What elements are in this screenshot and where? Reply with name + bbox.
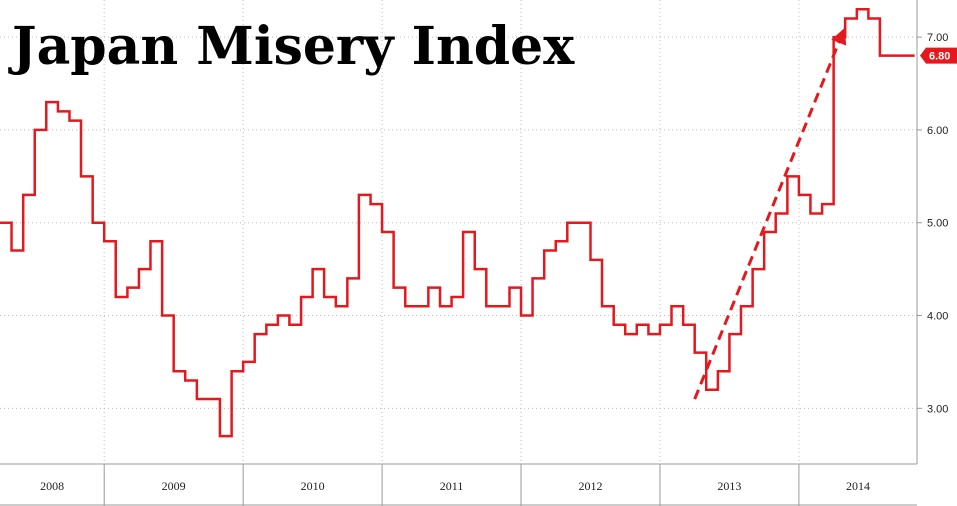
series-layer: 6.80: [0, 8, 957, 438]
x-year-label: 2008: [40, 479, 64, 493]
x-year-label: 2013: [717, 479, 741, 493]
trend-arrow-head: [831, 27, 847, 46]
last-value-badge: [920, 47, 957, 64]
x-year-label: 2014: [846, 479, 870, 493]
x-year-label: 2011: [440, 479, 464, 493]
y-tick-label: 7.00: [927, 32, 948, 44]
x-year-label: 2010: [301, 479, 325, 493]
trend-arrow-line: [693, 27, 847, 400]
y-tick-label: 3.00: [927, 403, 948, 415]
series-line: [0, 8, 915, 438]
y-tick-label: 6.00: [927, 125, 948, 137]
x-year-label: 2009: [162, 479, 186, 493]
last-value-label: 6.80: [929, 51, 950, 63]
x-year-label: 2012: [578, 479, 602, 493]
annotation-layer: [693, 27, 847, 400]
y-tick-label: 4.00: [927, 311, 948, 323]
chart-title: Japan Misery Index: [8, 16, 575, 77]
y-tick-label: 5.00: [927, 218, 948, 230]
